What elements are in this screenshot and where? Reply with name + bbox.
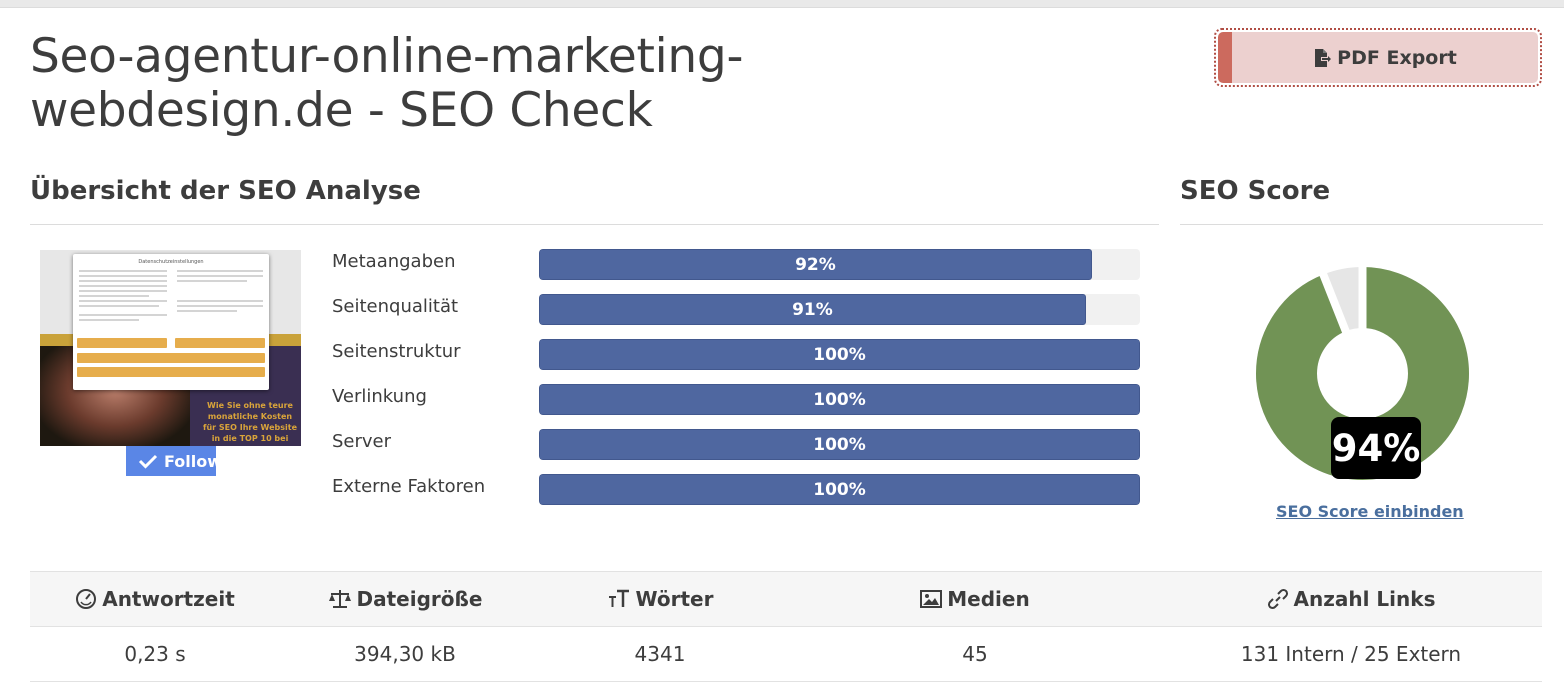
modal-line bbox=[177, 270, 263, 272]
metric-value: 91% bbox=[792, 299, 833, 320]
metric-value: 100% bbox=[813, 389, 866, 410]
metric-value: 100% bbox=[813, 479, 866, 500]
score-heading: SEO Score bbox=[1180, 176, 1331, 206]
follow-label: Follow bbox=[164, 451, 216, 471]
seo-score-value: 94% bbox=[1331, 417, 1421, 479]
stats-header-words: Wörter bbox=[530, 572, 790, 626]
metric-label: Seitenqualität bbox=[332, 296, 459, 317]
metric-bar: 92% bbox=[539, 249, 1140, 280]
metric-label: Metaangaben bbox=[332, 251, 456, 272]
metric-label: Verlinkung bbox=[332, 386, 427, 407]
modal-line bbox=[79, 290, 167, 292]
modal-line bbox=[79, 275, 167, 277]
text-size-icon bbox=[608, 589, 629, 607]
modal-line bbox=[79, 295, 149, 297]
thumbnail-promo-text: Wie Sie ohne teure monatliche Kosten für… bbox=[203, 401, 297, 446]
stats-header-label: Medien bbox=[947, 587, 1030, 611]
metric-bar-fill bbox=[539, 384, 1140, 415]
follow-button[interactable]: Follow bbox=[126, 446, 216, 476]
metric-bar: 91% bbox=[539, 294, 1140, 325]
thumbnail-modal-title: Datenschutzeinstellungen bbox=[138, 259, 204, 265]
stats-value-words: 4341 bbox=[634, 642, 686, 666]
scale-icon bbox=[328, 590, 351, 608]
website-thumbnail[interactable]: Wie Sie ohne teure monatliche Kosten für… bbox=[40, 250, 301, 446]
metric-label: Seitenstruktur bbox=[332, 341, 461, 362]
stats-value-media: 45 bbox=[962, 642, 988, 666]
top-border bbox=[0, 0, 1564, 8]
modal-line bbox=[79, 280, 167, 282]
thumbnail-cookie-modal: Datenschutzeinstellungen bbox=[73, 254, 269, 390]
metric-bar-fill bbox=[539, 339, 1140, 370]
embed-score-link[interactable]: SEO Score einbinden bbox=[1276, 502, 1464, 521]
modal-line bbox=[79, 285, 167, 287]
metric-bar: 100% bbox=[539, 384, 1140, 415]
stats-table: Antwortzeit Dateigröße Wörter Medien bbox=[30, 571, 1542, 682]
modal-accept-button bbox=[77, 338, 167, 348]
modal-settings-button bbox=[77, 367, 265, 377]
modal-line bbox=[177, 280, 247, 282]
stats-value-row: 0,23 s 394,30 kB 4341 45 131 Intern / 25… bbox=[30, 627, 1542, 682]
overview-heading: Übersicht der SEO Analyse bbox=[30, 176, 421, 206]
stats-header-response-time: Antwortzeit bbox=[30, 572, 280, 626]
metric-value: 92% bbox=[795, 254, 836, 275]
metric-label: Externe Faktoren bbox=[332, 476, 486, 497]
overview-divider bbox=[30, 224, 1159, 225]
stats-header-label: Antwortzeit bbox=[102, 587, 235, 611]
modal-line bbox=[177, 300, 263, 302]
modal-save-button bbox=[175, 338, 265, 348]
page-title: Seo-agentur-online-marketing- webdesign.… bbox=[30, 30, 930, 138]
image-icon bbox=[920, 590, 943, 608]
modal-accept-all-button bbox=[77, 353, 265, 363]
page-title-line-1: Seo-agentur-online-marketing- bbox=[30, 29, 744, 84]
stats-value-response-time: 0,23 s bbox=[124, 642, 186, 666]
metric-bar: 100% bbox=[539, 339, 1140, 370]
modal-line bbox=[177, 275, 263, 277]
metric-bar-fill bbox=[539, 249, 1092, 280]
stats-header-media: Medien bbox=[790, 572, 1160, 626]
gauge-icon bbox=[76, 589, 97, 609]
file-export-icon bbox=[1315, 48, 1332, 67]
stats-header-label: Anzahl Links bbox=[1293, 587, 1436, 611]
metric-label: Server bbox=[332, 431, 392, 452]
metric-bar-fill bbox=[539, 474, 1140, 505]
metric-bar: 100% bbox=[539, 474, 1140, 505]
link-icon bbox=[1267, 588, 1288, 610]
stats-header-label: Dateigröße bbox=[356, 587, 483, 611]
modal-line bbox=[177, 310, 237, 312]
metric-value: 100% bbox=[813, 434, 866, 455]
metric-value: 100% bbox=[813, 344, 866, 365]
metric-bar-fill bbox=[539, 294, 1086, 325]
metric-bar-fill bbox=[539, 429, 1140, 460]
stats-header-links: Anzahl Links bbox=[1160, 572, 1542, 626]
modal-line bbox=[79, 300, 167, 302]
stats-value-file-size: 394,30 kB bbox=[354, 642, 456, 666]
modal-line bbox=[79, 305, 159, 307]
pdf-export-button[interactable]: PDF Export bbox=[1214, 28, 1542, 87]
modal-line bbox=[79, 314, 167, 316]
stats-header-file-size: Dateigröße bbox=[280, 572, 530, 626]
page-title-line-2: webdesign.de - SEO Check bbox=[30, 83, 653, 138]
score-divider bbox=[1180, 224, 1543, 225]
metric-bar: 100% bbox=[539, 429, 1140, 460]
donut-hole bbox=[1317, 328, 1408, 419]
stats-value-links: 131 Intern / 25 Extern bbox=[1240, 642, 1462, 666]
modal-line bbox=[79, 319, 139, 321]
pdf-export-label: PDF Export bbox=[1337, 46, 1457, 69]
modal-line bbox=[177, 305, 263, 307]
pdf-export-button-inner[interactable]: PDF Export bbox=[1218, 32, 1538, 83]
stats-header-row: Antwortzeit Dateigröße Wörter Medien bbox=[30, 571, 1542, 627]
modal-line bbox=[79, 270, 167, 272]
check-icon bbox=[138, 454, 158, 469]
stats-header-label: Wörter bbox=[635, 587, 714, 611]
